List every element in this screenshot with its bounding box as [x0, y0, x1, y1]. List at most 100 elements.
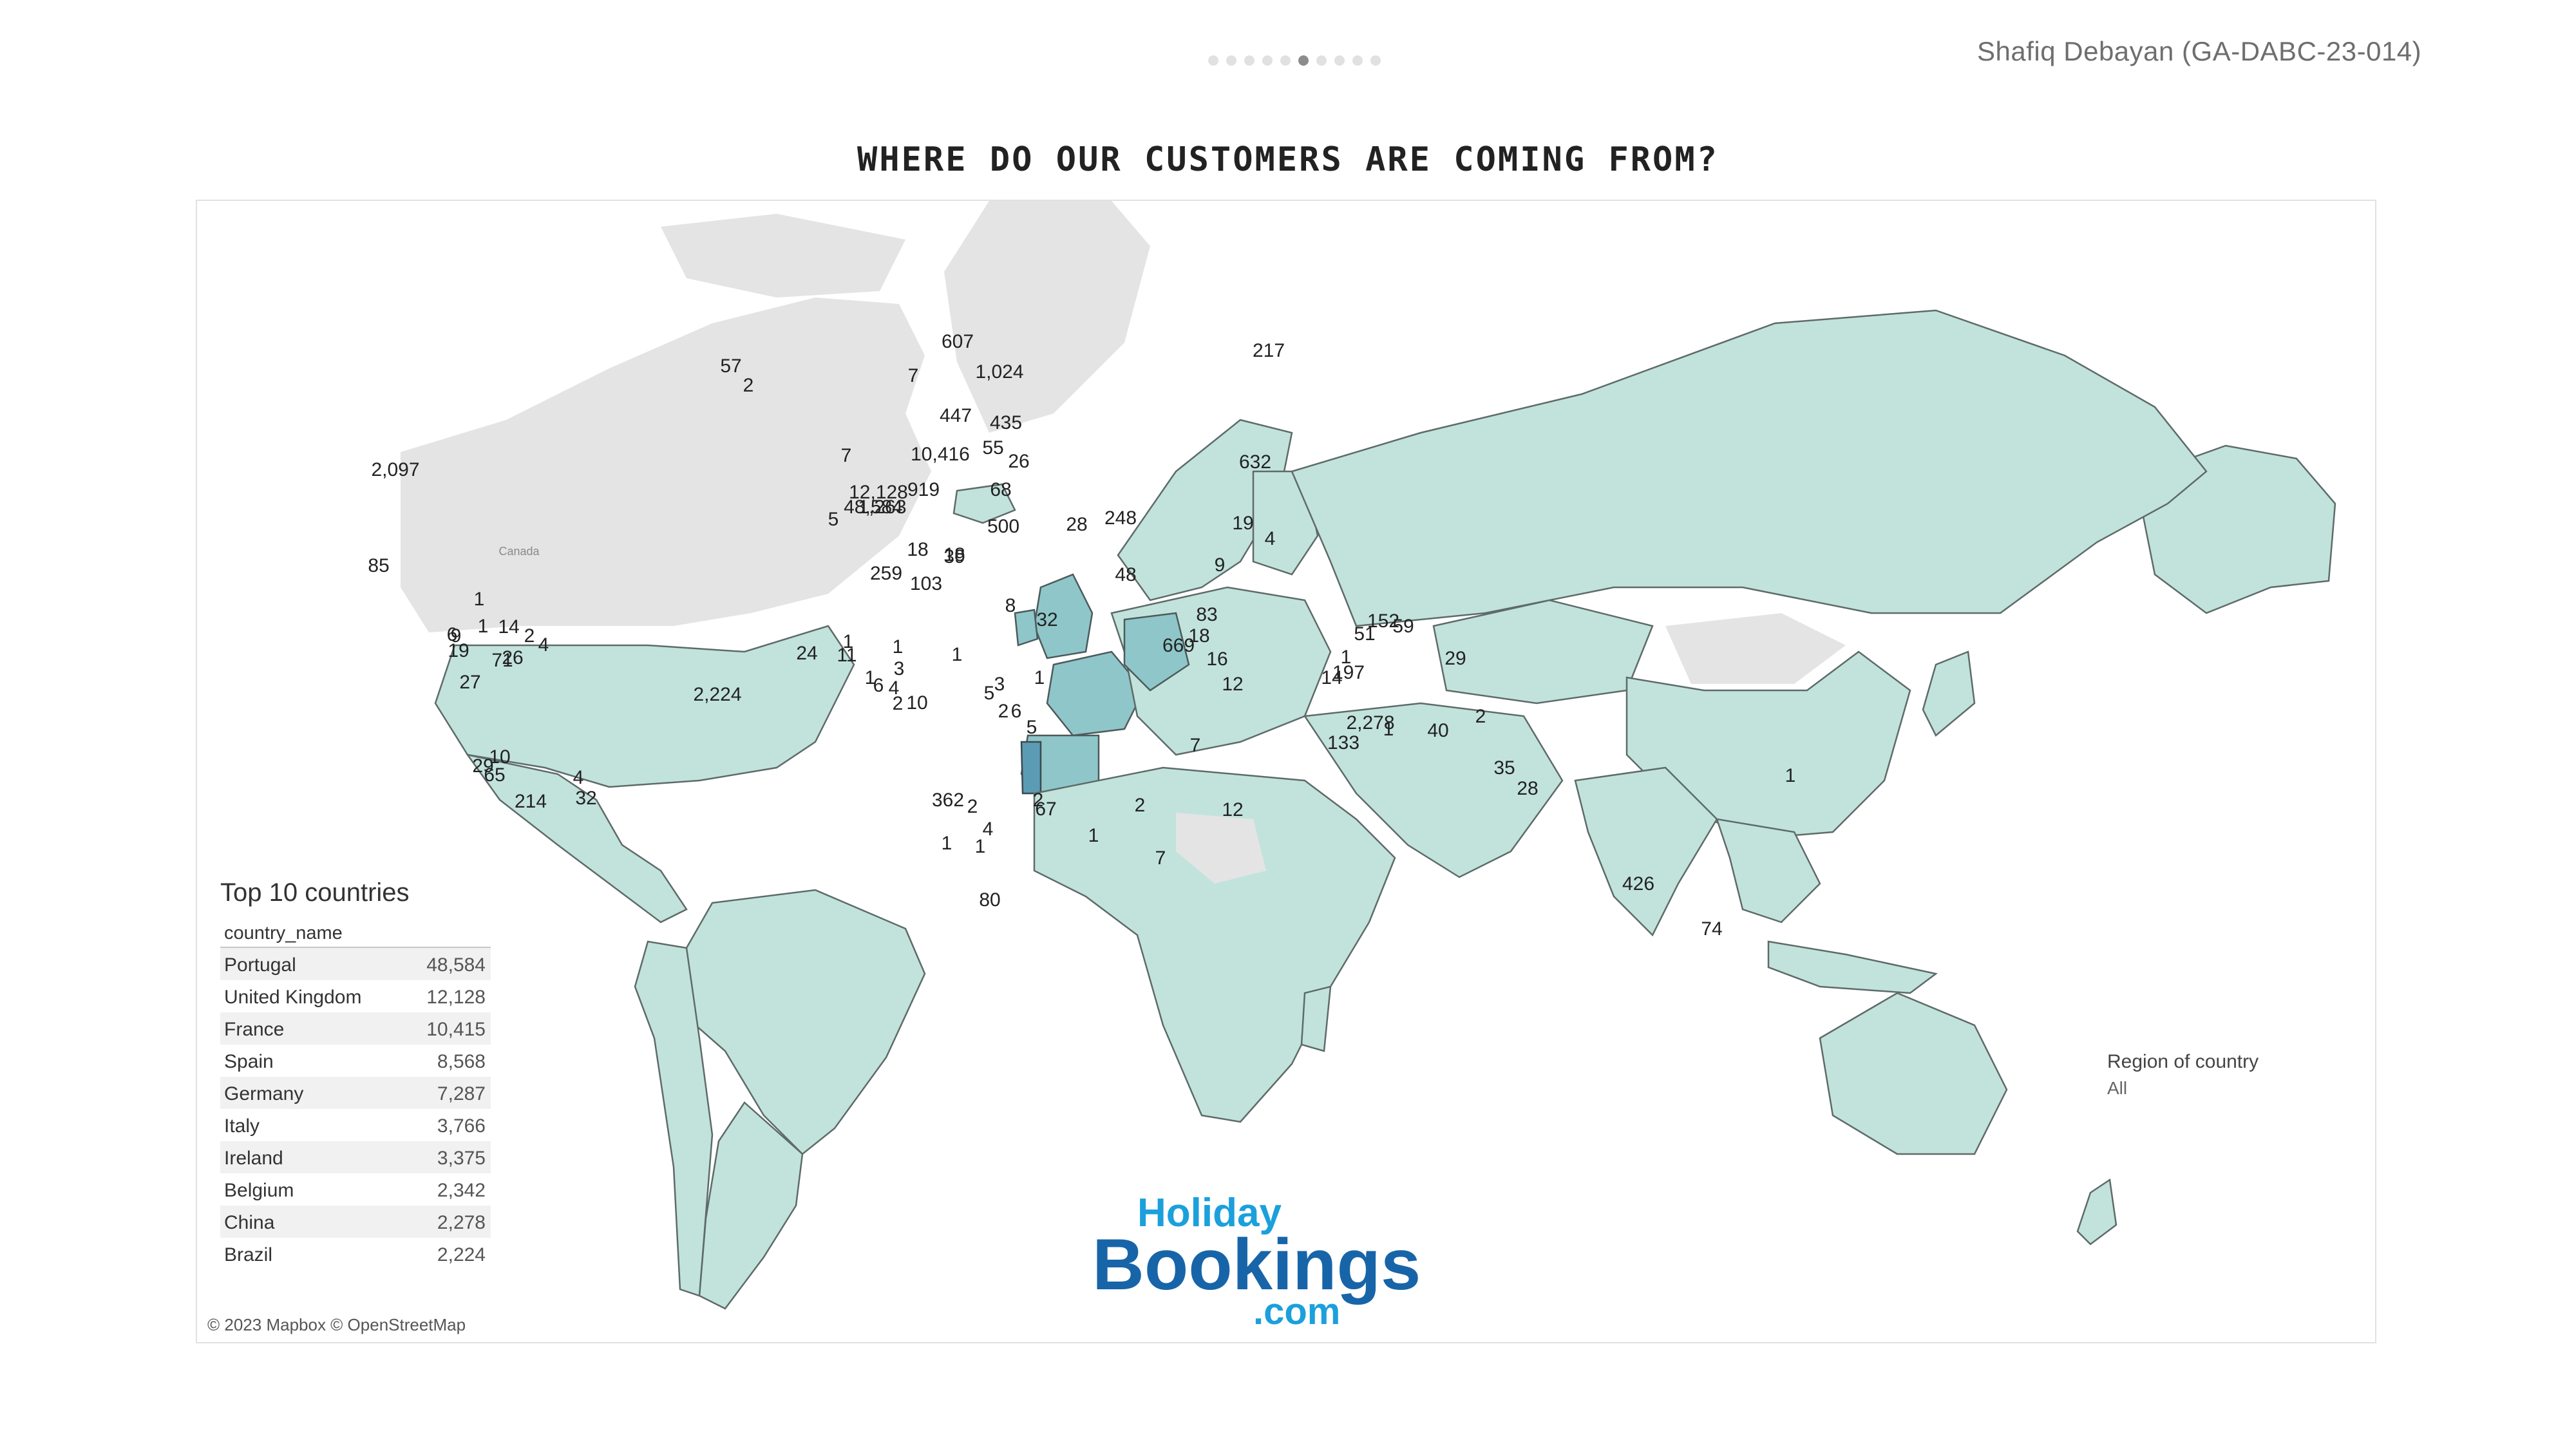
region-filter-legend[interactable]: Region of country All — [2107, 1051, 2259, 1099]
country-value-label[interactable]: 10,416 — [911, 444, 970, 465]
country-value-label[interactable]: 1 — [1785, 765, 1796, 786]
country-value-label[interactable]: 2 — [967, 796, 978, 817]
page-dot[interactable] — [1208, 55, 1218, 66]
country-value-label[interactable]: 426 — [1622, 873, 1654, 895]
country-value-label[interactable]: 2 — [524, 625, 535, 647]
country-value-label[interactable]: 248 — [1104, 507, 1137, 529]
country-value-label[interactable]: 919 — [907, 479, 940, 500]
country-value-label[interactable]: 85 — [368, 555, 389, 576]
page-dot[interactable] — [1280, 55, 1291, 66]
country-value-label[interactable]: 447 — [940, 405, 972, 426]
country-value-label[interactable]: 2 — [1475, 706, 1486, 727]
country-value-label[interactable]: 16 — [1206, 649, 1227, 670]
country-value-label[interactable]: 217 — [1253, 340, 1285, 361]
country-value-label[interactable]: 4 — [1265, 528, 1276, 549]
country-value-label[interactable]: 1,024 — [975, 361, 1023, 383]
country-value-label[interactable]: 19 — [448, 640, 469, 661]
country-value-label[interactable]: 5 — [984, 683, 995, 704]
country-value-label[interactable]: 4 — [573, 767, 584, 788]
country-value-label[interactable]: 28 — [1066, 514, 1087, 535]
country-value-label[interactable]: 28 — [1517, 778, 1538, 799]
page-dot[interactable] — [1262, 55, 1273, 66]
country-value-label[interactable]: 2 — [743, 375, 754, 396]
country-value-label[interactable]: 32 — [575, 788, 596, 809]
country-value-label[interactable]: 5 — [1027, 717, 1037, 738]
map-canvas[interactable]: Canada — [197, 201, 2375, 1342]
country-value-label[interactable]: 68 — [990, 479, 1011, 500]
country-value-label[interactable]: 71 — [491, 650, 513, 671]
country-value-label[interactable]: 12 — [1222, 674, 1243, 695]
country-value-label[interactable]: 669 — [1162, 635, 1195, 656]
country-value-label[interactable]: 7 — [908, 365, 919, 386]
country-value-label[interactable]: 80 — [979, 889, 1000, 911]
country-value-label[interactable]: 2 — [1033, 790, 1044, 811]
country-value-label[interactable]: 1 — [1383, 719, 1394, 740]
country-value-label[interactable]: 2,278 — [1346, 712, 1394, 734]
page-dots-navigation[interactable] — [1208, 55, 1381, 66]
country-value-label[interactable]: 48,584 — [844, 497, 903, 518]
country-value-label[interactable]: 32 — [1036, 609, 1057, 630]
country-value-label[interactable]: 6 — [1011, 701, 1022, 722]
country-value-label[interactable]: 214 — [515, 791, 547, 812]
top-10-row[interactable]: United Kingdom 12,128 — [220, 980, 491, 1012]
country-value-label[interactable]: 6 — [447, 624, 458, 645]
country-value-label[interactable]: 259 — [870, 563, 902, 584]
country-value-label[interactable]: 2 — [893, 693, 904, 714]
world-map[interactable]: Canada — [196, 200, 2376, 1343]
country-value-label[interactable]: 2,224 — [693, 684, 741, 705]
page-dot[interactable] — [1316, 55, 1327, 66]
country-value-label[interactable]: 24 — [796, 643, 817, 664]
country-value-label[interactable]: 40 — [1427, 720, 1448, 741]
country-value-label[interactable]: 500 — [987, 516, 1019, 537]
country-value-label[interactable]: 133 — [1327, 732, 1359, 753]
country-value-label[interactable]: 14 — [498, 616, 519, 638]
country-value-label[interactable]: 26 — [1008, 451, 1029, 472]
page-dot[interactable] — [1334, 55, 1345, 66]
country-value-label[interactable]: 4 — [983, 819, 994, 840]
region-filter-value[interactable]: All — [2107, 1078, 2128, 1098]
country-value-label[interactable]: 9 — [1215, 554, 1226, 576]
top-10-row[interactable]: Belgium 2,342 — [220, 1173, 491, 1206]
country-value-label[interactable]: 632 — [1239, 451, 1271, 473]
country-value-label[interactable]: 10 — [489, 746, 510, 768]
country-value-label[interactable]: 74 — [1701, 918, 1722, 940]
country-value-label[interactable]: 3 — [994, 674, 1005, 695]
top-10-row[interactable]: China 2,278 — [220, 1206, 491, 1238]
country-value-label[interactable]: 5 — [828, 509, 839, 530]
top-10-row[interactable]: France 10,415 — [220, 1012, 491, 1045]
country-value-label[interactable]: 10 — [906, 692, 927, 714]
country-value-label[interactable]: 4 — [889, 677, 900, 699]
country-value-label[interactable]: 57 — [720, 355, 741, 377]
country-value-label[interactable]: 4 — [538, 634, 549, 656]
page-dot[interactable] — [1244, 55, 1255, 66]
country-value-label[interactable]: 18 — [943, 544, 965, 565]
country-value-label[interactable]: 18 — [1188, 625, 1209, 647]
country-value-label[interactable]: 1 — [893, 636, 904, 658]
country-value-label[interactable]: 103 — [910, 573, 942, 594]
country-value-label[interactable]: 1,263 — [858, 497, 906, 518]
country-value-label[interactable]: 83 — [1196, 604, 1217, 625]
country-value-label[interactable]: 435 — [990, 412, 1022, 433]
map-attribution[interactable]: © 2023 Mapbox © OpenStreetMap — [207, 1315, 466, 1334]
page-dot[interactable] — [1352, 55, 1363, 66]
page-dot[interactable] — [1370, 55, 1381, 66]
top-10-row[interactable]: Portugal 48,584 — [220, 948, 491, 980]
country-value-label[interactable]: 1 — [1088, 825, 1099, 846]
country-value-label[interactable]: 6 — [873, 675, 884, 696]
top-10-row[interactable]: Ireland 3,375 — [220, 1141, 491, 1173]
country-value-label[interactable]: 2,097 — [371, 459, 419, 480]
country-value-label[interactable]: 1 — [843, 631, 854, 652]
country-value-label[interactable]: 67 — [1035, 799, 1056, 820]
country-value-label[interactable]: 607 — [942, 331, 974, 352]
top-10-row[interactable]: Spain 8,568 — [220, 1045, 491, 1077]
country-value-label[interactable]: 152 — [1367, 611, 1399, 632]
country-value-label[interactable]: 362 — [932, 790, 964, 811]
country-value-label[interactable]: 65 — [484, 764, 505, 786]
country-value-label[interactable]: 12 — [1222, 799, 1243, 820]
country-value-label[interactable]: 7 — [841, 445, 852, 466]
country-value-label[interactable]: 55 — [982, 437, 1003, 459]
country-value-label[interactable]: 1 — [478, 616, 489, 637]
country-value-label[interactable]: 26 — [502, 647, 523, 668]
top-10-row[interactable]: Brazil 2,224 — [220, 1238, 491, 1270]
country-value-label[interactable]: 39 — [943, 546, 965, 567]
